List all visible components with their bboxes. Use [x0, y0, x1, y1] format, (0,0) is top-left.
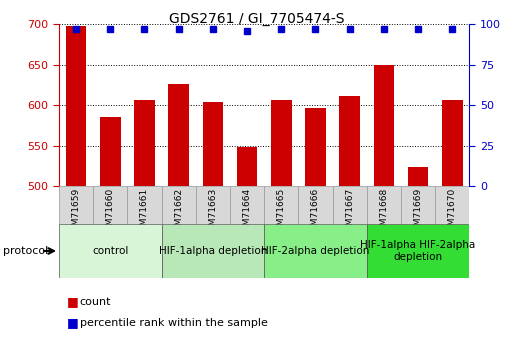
Bar — [442, 100, 463, 186]
Text: percentile rank within the sample: percentile rank within the sample — [80, 318, 267, 327]
Text: ■: ■ — [67, 316, 78, 329]
Text: protocol: protocol — [3, 246, 48, 256]
Bar — [134, 100, 155, 186]
Bar — [59, 186, 93, 224]
Text: GSM71661: GSM71661 — [140, 188, 149, 237]
Text: count: count — [80, 297, 111, 307]
Text: GSM71659: GSM71659 — [72, 188, 81, 237]
Bar — [367, 186, 401, 224]
Text: GSM71660: GSM71660 — [106, 188, 115, 237]
Text: GSM71663: GSM71663 — [208, 188, 218, 237]
Text: GSM71670: GSM71670 — [448, 188, 457, 237]
Text: HIF-1alpha HIF-2alpha
depletion: HIF-1alpha HIF-2alpha depletion — [361, 240, 476, 262]
Text: GSM71665: GSM71665 — [277, 188, 286, 237]
Bar — [340, 96, 360, 186]
Bar — [127, 186, 162, 224]
Bar — [59, 224, 162, 278]
Bar — [367, 224, 469, 278]
Bar — [168, 84, 189, 186]
Bar — [196, 186, 230, 224]
Bar — [264, 224, 367, 278]
Bar — [230, 186, 264, 224]
Bar — [408, 167, 428, 186]
Bar — [435, 186, 469, 224]
Text: GSM71668: GSM71668 — [380, 188, 388, 237]
Bar — [373, 65, 394, 186]
Text: control: control — [92, 246, 128, 256]
Text: GSM71667: GSM71667 — [345, 188, 354, 237]
Text: ■: ■ — [67, 295, 78, 308]
Bar — [162, 224, 264, 278]
Text: HIF-1alpha depletion: HIF-1alpha depletion — [159, 246, 267, 256]
Text: HIF-2alpha depletion: HIF-2alpha depletion — [261, 246, 370, 256]
Bar — [271, 100, 291, 186]
Text: GSM71666: GSM71666 — [311, 188, 320, 237]
Bar — [237, 147, 258, 186]
Bar — [203, 102, 223, 186]
Bar — [100, 117, 121, 186]
Text: GSM71664: GSM71664 — [243, 188, 251, 237]
Bar — [401, 186, 435, 224]
Bar — [305, 108, 326, 186]
Bar — [264, 186, 299, 224]
Bar — [162, 186, 196, 224]
Bar — [299, 186, 332, 224]
Text: GDS2761 / GI_7705474-S: GDS2761 / GI_7705474-S — [169, 12, 344, 26]
Bar — [66, 26, 86, 186]
Bar — [93, 186, 127, 224]
Text: GSM71669: GSM71669 — [413, 188, 423, 237]
Text: GSM71662: GSM71662 — [174, 188, 183, 237]
Bar — [332, 186, 367, 224]
